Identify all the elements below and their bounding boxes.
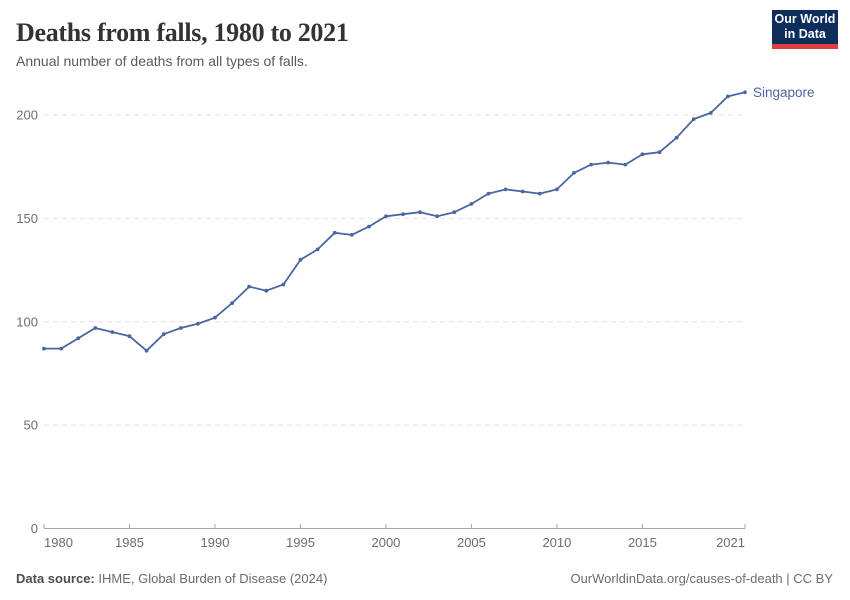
series-line-singapore[interactable] (43, 91, 746, 352)
data-point-1991[interactable] (230, 301, 235, 305)
data-point-1988[interactable] (178, 326, 183, 330)
data-point-1994[interactable] (281, 282, 286, 287)
owid-logo-line2: in Data (784, 27, 826, 41)
x-tick-label-1995: 1995 (286, 535, 315, 550)
data-point-2010[interactable] (555, 187, 559, 192)
data-point-1980[interactable] (42, 346, 46, 351)
data-point-1989[interactable] (196, 321, 200, 326)
footer-link[interactable]: OurWorldinData.org/causes-of-death | CC … (570, 571, 833, 586)
data-point-2002[interactable] (418, 210, 422, 215)
data-point-2018[interactable] (691, 117, 696, 121)
data-point-2006[interactable] (486, 191, 491, 196)
x-tick-label-2010: 2010 (542, 535, 571, 550)
data-point-1986[interactable] (144, 348, 149, 353)
data-point-1982[interactable] (76, 336, 81, 341)
data-point-1987[interactable] (161, 332, 166, 337)
x-tick-label-2015: 2015 (628, 535, 657, 550)
x-tick-label-1980: 1980 (44, 535, 73, 550)
data-point-2021[interactable] (743, 90, 747, 95)
data-point-2011[interactable] (572, 171, 576, 175)
data-point-2008[interactable] (520, 189, 525, 194)
data-point-2013[interactable] (606, 160, 611, 165)
data-point-2003[interactable] (435, 214, 440, 219)
y-tick-label-0: 0 (31, 521, 38, 536)
data-point-2014[interactable] (623, 162, 628, 167)
owid-logo[interactable]: Our World in Data (772, 10, 838, 49)
data-point-2000[interactable] (384, 214, 388, 219)
data-point-1990[interactable] (213, 315, 217, 320)
x-tick-label-1990: 1990 (201, 535, 230, 550)
x-tick-label-2021: 2021 (716, 535, 745, 550)
data-point-1996[interactable] (315, 247, 320, 252)
data-point-1997[interactable] (332, 230, 337, 235)
data-point-2016[interactable] (657, 150, 662, 155)
page-title: Deaths from falls, 1980 to 2021 (16, 18, 349, 47)
data-point-2004[interactable] (452, 210, 457, 215)
data-source-note: Data source: IHME, Global Burden of Dise… (16, 571, 327, 586)
y-tick-label-50: 50 (24, 418, 38, 433)
owid-logo-line1: Our World (774, 12, 836, 26)
data-point-1984[interactable] (110, 330, 115, 334)
data-point-2001[interactable] (401, 212, 405, 217)
data-point-1993[interactable] (264, 288, 269, 293)
x-tick-label-2005: 2005 (457, 535, 486, 550)
data-point-2020[interactable] (726, 94, 730, 99)
data-point-1992[interactable] (247, 284, 252, 289)
data-point-1985[interactable] (127, 334, 132, 339)
data-point-2012[interactable] (589, 162, 593, 167)
data-point-2009[interactable] (537, 191, 542, 196)
data-point-1983[interactable] (93, 326, 98, 330)
data-point-2005[interactable] (469, 202, 474, 206)
data-source-text: IHME, Global Burden of Disease (2024) (94, 571, 328, 586)
x-tick-label-1985: 1985 (115, 535, 144, 550)
series-end-label[interactable]: Singapore (753, 85, 815, 100)
x-tick-label-2000: 2000 (371, 535, 400, 550)
data-point-2017[interactable] (674, 135, 679, 140)
data-point-2007[interactable] (503, 187, 508, 192)
data-point-2019[interactable] (708, 111, 713, 115)
data-source-label: Data source: (16, 571, 95, 586)
y-tick-label-200: 200 (16, 108, 38, 123)
y-tick-label-100: 100 (16, 314, 38, 329)
data-point-1995[interactable] (298, 257, 303, 262)
data-point-2015[interactable] (640, 152, 645, 157)
data-point-1981[interactable] (59, 346, 63, 351)
data-point-1998[interactable] (349, 233, 354, 237)
data-point-1999[interactable] (367, 224, 371, 229)
chart-subtitle: Annual number of deaths from all types o… (16, 53, 308, 69)
y-tick-label-150: 150 (16, 211, 38, 226)
